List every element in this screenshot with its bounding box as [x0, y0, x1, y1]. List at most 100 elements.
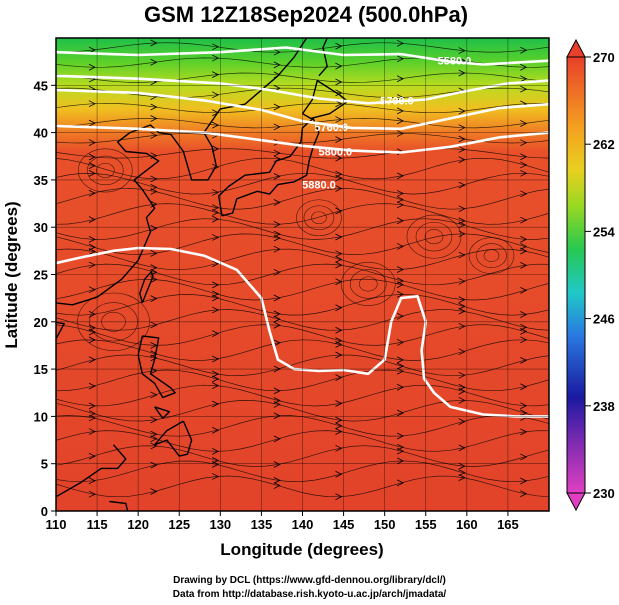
- streamline-arrow: [150, 58, 158, 66]
- contour-label: 5880.0: [302, 180, 336, 192]
- streamline-arrow: [458, 296, 466, 303]
- y-tick-label: 25: [34, 268, 48, 283]
- streamline-arrow: [273, 321, 281, 329]
- contour-label: 5760.0: [314, 122, 348, 134]
- streamline-arrow: [458, 307, 466, 315]
- streamline-arrow: [458, 146, 466, 153]
- vortex-streamline: [87, 155, 124, 186]
- streamline-arrow: [396, 312, 404, 320]
- streamline-arrow: [458, 444, 466, 452]
- streamline-arrow: [273, 339, 281, 347]
- streamline-arrow: [335, 78, 343, 86]
- streamline-arrow: [88, 261, 96, 269]
- streamline-arrow: [520, 453, 528, 461]
- streamline-arrow: [335, 89, 343, 97]
- streamline-arrow: [150, 461, 158, 469]
- streamline-arrow: [88, 286, 96, 294]
- streamline-arrow: [335, 428, 343, 435]
- streamline-arrow: [273, 482, 281, 489]
- contour-label: 5700.0: [380, 95, 414, 107]
- x-tick-label: 120: [127, 517, 149, 532]
- vortex-streamline: [78, 148, 133, 193]
- streamline-arrow: [396, 130, 404, 137]
- streamline-arrow: [88, 356, 96, 364]
- streamline-arrow: [458, 221, 466, 229]
- streamline-arrow: [458, 462, 466, 470]
- streamline-arrow: [212, 330, 220, 337]
- streamline-arrow: [273, 476, 281, 484]
- streamline-arrow: [396, 190, 404, 197]
- y-tick-label: 20: [34, 315, 48, 330]
- y-tick-label: 30: [34, 220, 48, 235]
- streamline-arrow: [396, 196, 404, 203]
- y-tick-label: 35: [34, 173, 48, 188]
- streamline-arrow: [335, 154, 343, 162]
- streamline-arrow: [520, 428, 528, 436]
- streamline-arrow: [335, 42, 343, 50]
- x-tick-label: 130: [209, 517, 231, 532]
- streamline-arrow: [520, 169, 528, 177]
- streamline-arrow: [150, 132, 158, 139]
- streamline-arrow: [520, 46, 528, 54]
- streamline-arrow: [335, 374, 343, 381]
- streamline-arrow: [212, 461, 220, 468]
- streamline-arrow: [335, 185, 343, 192]
- streamline-arrow: [335, 422, 343, 430]
- streamline-arrow: [458, 69, 466, 77]
- streamline-arrow: [396, 117, 404, 125]
- streamline-arrow: [150, 488, 158, 495]
- streamline-arrow: [458, 322, 466, 330]
- streamline-arrow: [458, 371, 466, 379]
- streamline-arrow: [396, 55, 404, 63]
- streamline-arrow: [88, 100, 96, 108]
- streamline-arrow: [396, 383, 404, 391]
- streamline-arrow: [520, 190, 528, 198]
- streamline-arrow: [396, 107, 404, 115]
- streamline-arrow: [212, 355, 220, 363]
- streamline-arrow: [88, 236, 96, 243]
- streamline-arrow: [458, 124, 466, 132]
- streamline-arrow: [212, 204, 220, 211]
- streamline-arrow: [396, 409, 404, 417]
- streamline-arrow: [150, 225, 158, 232]
- streamline-arrow: [273, 387, 281, 395]
- streamline-arrow: [335, 416, 343, 424]
- streamline-arrow: [150, 435, 158, 443]
- streamline-arrow: [396, 75, 404, 83]
- streamline-arrow: [335, 233, 343, 241]
- streamline-arrow: [212, 189, 220, 196]
- streamline-arrow: [520, 120, 528, 127]
- streamline-arrow: [335, 400, 343, 407]
- streamline-arrow: [520, 85, 528, 93]
- streamline-arrow: [212, 294, 220, 302]
- x-tick-label: 150: [374, 517, 396, 532]
- streamline-arrow: [212, 260, 220, 268]
- streamline-arrow: [396, 201, 404, 209]
- y-tick-label: 45: [34, 78, 48, 93]
- streamline-arrow: [335, 255, 343, 263]
- streamline-arrow: [458, 387, 466, 395]
- streamline-arrow: [458, 107, 466, 115]
- coastline: [153, 420, 193, 457]
- streamline-arrow: [520, 409, 528, 417]
- streamline-arrow: [335, 62, 343, 70]
- streamline-arrow: [88, 382, 96, 390]
- streamline-arrow: [212, 306, 220, 314]
- streamline-arrow: [396, 266, 404, 273]
- streamline-arrow: [520, 247, 528, 255]
- streamline-arrow: [212, 121, 220, 129]
- x-tick-label: 165: [497, 517, 519, 532]
- coastline: [56, 444, 127, 498]
- streamline-arrow: [396, 243, 404, 250]
- streamline-arrow: [396, 94, 404, 101]
- chart-title: GSM 12Z18Sep2024 (500.0hPa): [144, 2, 468, 27]
- streamline-arrow: [88, 46, 96, 54]
- streamline-arrow: [520, 139, 528, 147]
- streamline-arrow: [396, 457, 404, 465]
- streamline-arrow: [458, 251, 466, 259]
- streamline-arrow: [88, 189, 96, 197]
- streamline-arrow: [88, 477, 96, 485]
- streamline-arrow: [520, 477, 528, 485]
- vortex-streamline: [296, 199, 342, 237]
- vortex-streamline: [96, 162, 115, 178]
